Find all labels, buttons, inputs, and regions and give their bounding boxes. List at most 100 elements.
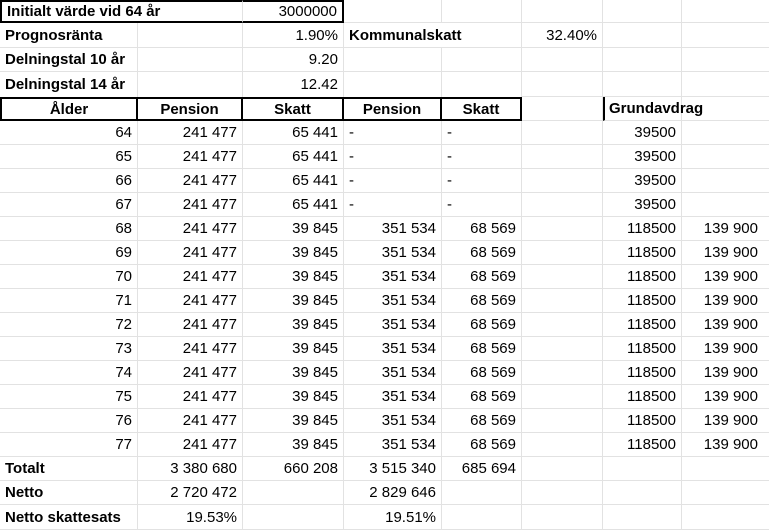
pension-14yr-cell[interactable]: 351 534 [344,433,442,457]
empty-cell[interactable] [522,313,603,337]
grundavdrag-cell[interactable]: 39500 [603,121,682,145]
pension-10yr-cell[interactable]: 241 477 [138,241,243,265]
tax-14yr-cell[interactable]: 68 569 [442,217,522,241]
grundavdrag-alt-cell[interactable]: 139 900 [682,313,769,337]
pension-14yr-cell[interactable]: - [344,193,442,217]
grundavdrag-alt-cell[interactable] [682,169,769,193]
empty-cell[interactable] [603,72,682,97]
empty-cell[interactable] [138,72,243,97]
empty-cell[interactable] [682,481,769,505]
totalt-pension-10yr-cell[interactable]: 3 380 680 [138,457,243,481]
empty-cell[interactable] [522,241,603,265]
empty-cell[interactable] [442,481,522,505]
grundavdrag-alt-cell[interactable]: 139 900 [682,409,769,433]
age-cell[interactable]: 73 [0,337,138,361]
pension-14yr-cell[interactable]: - [344,169,442,193]
pension-14yr-cell[interactable]: 351 534 [344,289,442,313]
empty-cell[interactable] [682,23,769,48]
pension-10yr-cell[interactable]: 241 477 [138,265,243,289]
kommunalskatt-value-cell[interactable]: 32.40% [522,23,603,48]
netto-label-cell[interactable]: Netto [0,481,138,505]
pension-10yr-cell[interactable]: 241 477 [138,145,243,169]
empty-cell[interactable] [522,265,603,289]
pension-14yr-cell[interactable]: 351 534 [344,361,442,385]
empty-cell[interactable] [344,48,442,72]
empty-cell[interactable] [522,481,603,505]
grundavdrag-cell[interactable]: 118500 [603,217,682,241]
empty-cell[interactable] [344,0,442,23]
empty-cell[interactable] [138,23,243,48]
prognosranta-label-cell[interactable]: Prognosränta [0,23,138,48]
tax-10yr-cell[interactable]: 39 845 [243,409,344,433]
empty-cell[interactable] [442,505,522,530]
empty-cell[interactable] [603,505,682,530]
grundavdrag-cell[interactable]: 118500 [603,313,682,337]
header-grundavdrag[interactable]: Grundavdrag [603,97,703,121]
grundavdrag-cell[interactable]: 39500 [603,193,682,217]
pension-14yr-cell[interactable]: 351 534 [344,265,442,289]
tax-10yr-cell[interactable]: 39 845 [243,433,344,457]
empty-cell[interactable] [138,48,243,72]
pension-14yr-cell[interactable]: - [344,145,442,169]
age-cell[interactable]: 77 [0,433,138,457]
grundavdrag-cell[interactable]: 118500 [603,409,682,433]
age-cell[interactable]: 72 [0,313,138,337]
pension-14yr-cell[interactable]: 351 534 [344,385,442,409]
empty-cell[interactable] [682,97,769,121]
empty-cell[interactable] [522,0,603,23]
age-cell[interactable]: 68 [0,217,138,241]
tax-10yr-cell[interactable]: 39 845 [243,217,344,241]
empty-cell[interactable] [522,337,603,361]
tax-14yr-cell[interactable]: 68 569 [442,409,522,433]
tax-14yr-cell[interactable]: 68 569 [442,265,522,289]
age-cell[interactable]: 67 [0,193,138,217]
pension-10yr-cell[interactable]: 241 477 [138,289,243,313]
grundavdrag-alt-cell[interactable]: 139 900 [682,265,769,289]
initial-value-label-cell[interactable]: Initialt värde vid 64 år [0,0,243,23]
header-pension-10[interactable]: Pension [138,97,243,121]
tax-14yr-cell[interactable]: 68 569 [442,337,522,361]
grundavdrag-alt-cell[interactable]: 139 900 [682,289,769,313]
netto-skattesats-10yr-cell[interactable]: 19.53% [138,505,243,530]
empty-cell[interactable] [603,23,682,48]
empty-cell[interactable] [522,121,603,145]
empty-cell[interactable] [682,505,769,530]
pension-14yr-cell[interactable]: 351 534 [344,217,442,241]
delningstal10-value-cell[interactable]: 9.20 [243,48,344,72]
pension-14yr-cell[interactable]: - [344,121,442,145]
pension-10yr-cell[interactable]: 241 477 [138,433,243,457]
grundavdrag-cell[interactable]: 118500 [603,385,682,409]
pension-14yr-cell[interactable]: 351 534 [344,409,442,433]
delningstal10-label-cell[interactable]: Delningstal 10 år [0,48,138,72]
pension-10yr-cell[interactable]: 241 477 [138,169,243,193]
pension-10yr-cell[interactable]: 241 477 [138,217,243,241]
tax-10yr-cell[interactable]: 39 845 [243,361,344,385]
grundavdrag-alt-cell[interactable] [682,121,769,145]
grundavdrag-cell[interactable]: 118500 [603,337,682,361]
empty-cell[interactable] [522,433,603,457]
totalt-label-cell[interactable]: Totalt [0,457,138,481]
totalt-pension-14yr-cell[interactable]: 3 515 340 [344,457,442,481]
grundavdrag-alt-cell[interactable]: 139 900 [682,217,769,241]
tax-10yr-cell[interactable]: 65 441 [243,169,344,193]
tax-14yr-cell[interactable]: 68 569 [442,241,522,265]
age-cell[interactable]: 70 [0,265,138,289]
totalt-tax-10yr-cell[interactable]: 660 208 [243,457,344,481]
tax-10yr-cell[interactable]: 39 845 [243,265,344,289]
empty-cell[interactable] [522,289,603,313]
pension-10yr-cell[interactable]: 241 477 [138,385,243,409]
empty-cell[interactable] [522,457,603,481]
totalt-tax-14yr-cell[interactable]: 685 694 [442,457,522,481]
empty-cell[interactable] [682,0,769,23]
tax-10yr-cell[interactable]: 39 845 [243,313,344,337]
empty-cell[interactable] [522,97,603,121]
empty-cell[interactable] [603,457,682,481]
grundavdrag-cell[interactable]: 118500 [603,433,682,457]
empty-cell[interactable] [522,193,603,217]
netto-pension-14yr-cell[interactable]: 2 829 646 [344,481,442,505]
netto-skattesats-label-cell[interactable]: Netto skattesats [0,505,138,530]
empty-cell[interactable] [522,409,603,433]
tax-10yr-cell[interactable]: 65 441 [243,121,344,145]
age-cell[interactable]: 76 [0,409,138,433]
pension-10yr-cell[interactable]: 241 477 [138,193,243,217]
